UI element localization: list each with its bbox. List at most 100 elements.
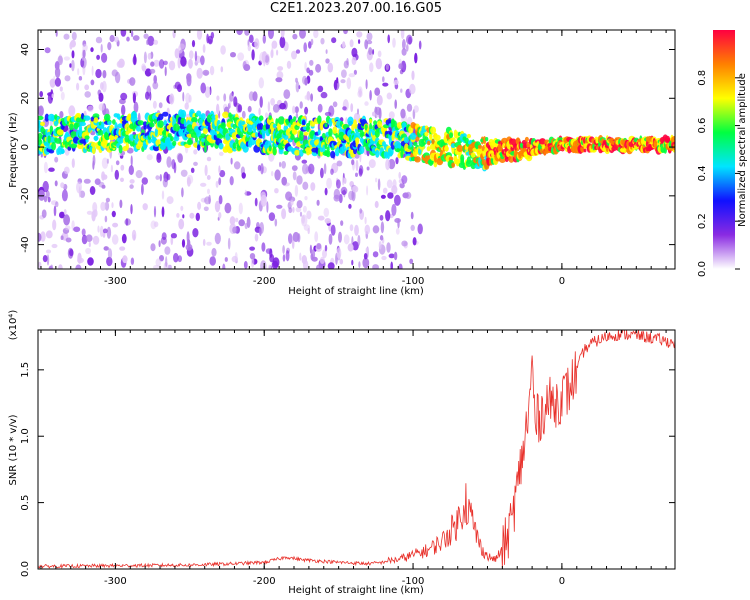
ridge-cell [397, 142, 402, 149]
noise-cell [206, 175, 211, 180]
noise-cell [102, 228, 108, 234]
noise-cell [59, 86, 63, 92]
noise-cell [166, 156, 172, 168]
snr-plot [38, 330, 675, 569]
noise-cell [185, 243, 193, 251]
noise-cell [299, 211, 303, 217]
noise-cell [401, 48, 407, 56]
ridge-cell [415, 136, 420, 142]
noise-cell [382, 82, 389, 87]
noise-cell [316, 199, 320, 206]
noise-cell [323, 207, 330, 218]
noise-cell [331, 37, 337, 44]
noise-cell [388, 253, 395, 259]
ridge-cell [508, 154, 515, 163]
noise-cell [84, 84, 90, 91]
noise-cell [83, 178, 91, 184]
ridge-cell [83, 115, 91, 121]
noise-cell [393, 79, 399, 86]
noise-cell [301, 255, 307, 265]
noise-cell [181, 187, 184, 198]
noise-cell [180, 56, 187, 67]
noise-cell [233, 96, 238, 107]
noise-cell [132, 55, 137, 66]
ridge-cell [60, 149, 65, 154]
ridge-cell [476, 148, 484, 154]
noise-cell [306, 210, 312, 220]
ridge-cell [449, 132, 453, 139]
ridge-cell [299, 132, 304, 142]
noise-cell [182, 214, 185, 219]
noise-cell [365, 79, 368, 90]
noise-cell [246, 216, 251, 228]
ridge-cell [101, 140, 109, 149]
noise-cell [366, 185, 369, 196]
spectrogram-plot [38, 30, 675, 269]
snr-multiplier-label: (x10⁴) [8, 310, 19, 341]
noise-cell [44, 47, 51, 54]
ridge-cell [255, 132, 259, 138]
noise-cell [65, 237, 72, 243]
noise-cell [368, 159, 376, 169]
noise-cell [237, 104, 243, 113]
noise-cell [100, 43, 103, 53]
noise-cell [180, 169, 188, 177]
noise-cell [92, 154, 96, 166]
noise-cell [63, 56, 70, 61]
noise-cell [45, 230, 53, 239]
noise-cell [249, 246, 256, 251]
ridge-cell [353, 132, 361, 140]
noise-cell [320, 167, 324, 179]
ridge-cell [97, 129, 104, 136]
snr-frame [37, 329, 676, 570]
noise-cell [351, 189, 356, 202]
ridge-cell [272, 123, 277, 129]
noise-cell [301, 214, 306, 224]
ridge-cell [353, 119, 357, 127]
ridge-cell [351, 124, 355, 131]
noise-cell [270, 98, 275, 106]
ridge-cell [341, 144, 347, 153]
noise-cell [391, 185, 398, 195]
noise-cell [254, 38, 260, 50]
ridge-cell [114, 122, 118, 131]
x-tick-label: -200 [253, 276, 276, 287]
noise-cell [238, 219, 245, 227]
noise-cell [202, 238, 206, 247]
noise-cell [380, 221, 385, 234]
noise-cell [325, 58, 330, 64]
noise-cell [413, 105, 419, 113]
noise-cell [364, 224, 371, 235]
noise-cell [362, 257, 370, 269]
noise-cell [132, 35, 140, 41]
noise-cell [158, 59, 165, 69]
noise-cell [349, 39, 354, 48]
noise-cell [95, 36, 103, 44]
ridge-cell [466, 133, 471, 139]
noise-cell [292, 231, 300, 243]
noise-cell [161, 190, 165, 200]
ridge-cell [301, 119, 306, 127]
noise-cell [316, 264, 322, 269]
noise-cell [349, 224, 354, 232]
noise-cell [218, 151, 224, 156]
noise-cell [411, 70, 415, 81]
noise-cell [259, 227, 262, 237]
ridge-cell [202, 127, 208, 135]
noise-cell [218, 165, 221, 174]
noise-cell [295, 49, 301, 54]
ridge-cell [167, 133, 172, 138]
noise-cell [90, 79, 95, 86]
noise-cell [267, 101, 271, 112]
noise-cell [377, 178, 381, 191]
noise-cell [193, 161, 198, 166]
noise-cell [120, 30, 127, 37]
noise-cell [168, 60, 176, 71]
colorbar-axis: 0.0 0.2 0.4 0.6 0.8 [697, 70, 740, 277]
noise-cell [364, 39, 369, 50]
noise-cell [76, 82, 80, 91]
ridge-cell [172, 140, 177, 147]
noise-cell [406, 103, 413, 112]
noise-cell [174, 48, 180, 59]
noise-cell [292, 171, 297, 181]
